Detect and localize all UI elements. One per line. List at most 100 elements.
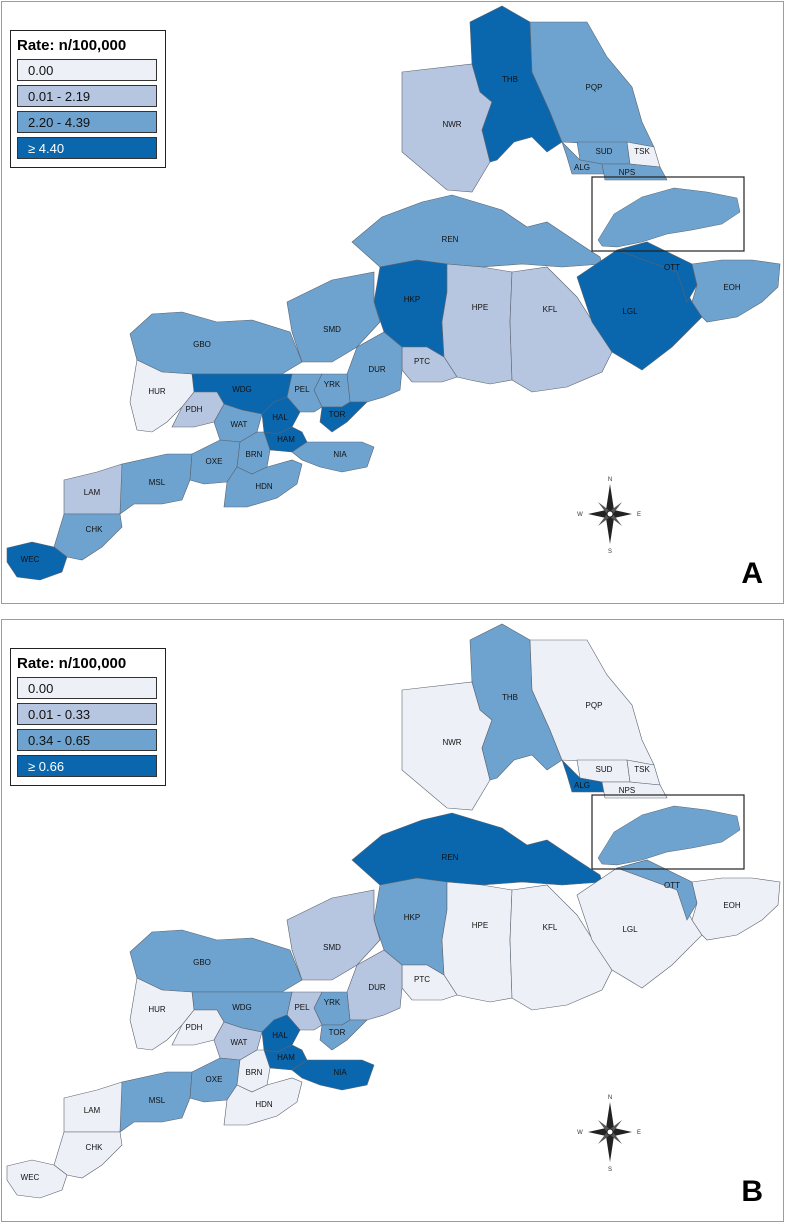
region-label-nps: NPS [619, 168, 635, 177]
region-nia [291, 1059, 375, 1091]
region-gbo [129, 311, 303, 375]
inset-southern-ontario [597, 187, 741, 248]
region-label-yrk: YRK [324, 998, 341, 1007]
region-label-nwr: NWR [442, 120, 461, 129]
region-label-hkp: HKP [404, 913, 420, 922]
legend-class-label: 2.20 - 4.39 [28, 114, 91, 130]
legend-class-3: ≥ 0.66 [17, 755, 157, 777]
region-pqp [529, 639, 655, 766]
region-label-oxe: OXE [206, 457, 223, 466]
region-label-lam: LAM [84, 1106, 101, 1115]
inset-locator-box [591, 176, 745, 252]
region-label-wec: WEC [21, 1173, 40, 1182]
compass-label-w: W [577, 1130, 583, 1136]
compass-rose-icon: N S E W [577, 477, 641, 555]
region-label-chk: CHK [86, 1143, 104, 1152]
region-label-gbo: GBO [193, 340, 211, 349]
legend-class-label: ≥ 0.66 [28, 758, 65, 774]
region-label-nwr: NWR [442, 738, 461, 747]
region-label-pel: PEL [294, 385, 310, 394]
region-label-wat: WAT [231, 420, 248, 429]
legend-title: Rate: n/100,000 [17, 37, 127, 54]
region-ptc [401, 964, 458, 1001]
region-label-alg: ALG [574, 781, 590, 790]
choropleth-map-b: NWR THB PQP SUD TSK ALG NPS REN HKP HPE KFL LGL OTT E… [6, 623, 781, 1199]
region-label-tor: TOR [329, 1028, 346, 1037]
legend-a: Rate: n/100,000 0.00 0.01 - 2.19 2.20 - … [10, 30, 166, 168]
legend-class-label: 0.00 [28, 62, 54, 78]
legend-class-label: 0.00 [28, 680, 54, 696]
legend-class-3: ≥ 4.40 [17, 137, 157, 159]
legend-class-2: 0.34 - 0.65 [17, 729, 157, 751]
compass-label-e: E [637, 512, 641, 518]
region-label-oxe: OXE [206, 1075, 223, 1084]
legend-title: Rate: n/100,000 [17, 655, 127, 672]
region-label-kfl: KFL [543, 923, 558, 932]
region-label-hpe: HPE [472, 921, 488, 930]
region-smd [286, 271, 381, 363]
region-wec [6, 1159, 68, 1199]
region-label-hal: HAL [272, 413, 288, 422]
compass-label-s: S [608, 549, 612, 555]
region-label-nia: NIA [333, 1068, 347, 1077]
region-wec [6, 541, 68, 581]
region-label-sud: SUD [596, 147, 613, 156]
region-label-smd: SMD [323, 943, 341, 952]
region-label-hal: HAL [272, 1031, 288, 1040]
region-label-ren: REN [442, 235, 459, 244]
region-tor [319, 1019, 368, 1051]
region-label-ptc: PTC [414, 357, 430, 366]
legend-class-0: 0.00 [17, 59, 157, 81]
region-nia [291, 441, 375, 473]
region-label-nia: NIA [333, 450, 347, 459]
region-label-tor: TOR [329, 410, 346, 419]
region-label-dur: DUR [368, 983, 386, 992]
region-label-hur: HUR [148, 1005, 166, 1014]
region-pqp [529, 21, 655, 148]
region-label-dur: DUR [368, 365, 386, 374]
region-label-sud: SUD [596, 765, 613, 774]
region-eoh [691, 259, 781, 323]
compass-label-n: N [608, 1095, 612, 1101]
region-kfl [509, 884, 613, 1011]
region-label-ham: HAM [277, 1053, 295, 1062]
region-gbo [129, 929, 303, 993]
region-smd [286, 889, 381, 981]
inset-locator-box [591, 794, 745, 870]
region-ren [351, 812, 603, 886]
region-label-alg: ALG [574, 163, 590, 172]
legend-class-2: 2.20 - 4.39 [17, 111, 157, 133]
compass-rose-icon: N S E W [577, 1095, 641, 1173]
region-label-tsk: TSK [634, 147, 650, 156]
region-label-smd: SMD [323, 325, 341, 334]
region-label-msl: MSL [149, 1096, 166, 1105]
panel-letter-b: B [741, 1175, 763, 1208]
region-label-thb: THB [502, 693, 518, 702]
legend-class-1: 0.01 - 2.19 [17, 85, 157, 107]
region-hur [129, 977, 195, 1051]
region-label-wdg: WDG [232, 1003, 252, 1012]
region-label-nps: NPS [619, 786, 635, 795]
legend-class-label: 0.34 - 0.65 [28, 732, 91, 748]
region-label-lam: LAM [84, 488, 101, 497]
region-hpe [441, 881, 513, 1003]
region-label-gbo: GBO [193, 958, 211, 967]
choropleth-map-a: NWR THB PQP SUD TSK ALG NPS REN HKP HPE KFL LGL OTT E… [6, 5, 781, 581]
region-label-hkp: HKP [404, 295, 420, 304]
region-label-lgl: LGL [622, 925, 638, 934]
region-chk [53, 513, 123, 561]
region-label-brn: BRN [246, 450, 263, 459]
region-label-pqp: PQP [586, 701, 603, 710]
legend-b: Rate: n/100,000 0.00 0.01 - 0.33 0.34 - … [10, 648, 166, 786]
region-label-hur: HUR [148, 387, 166, 396]
region-label-pdh: PDH [186, 405, 203, 414]
region-label-ott: OTT [664, 881, 680, 890]
region-label-wat: WAT [231, 1038, 248, 1047]
region-label-pqp: PQP [586, 83, 603, 92]
map-panel-a: NWR THB PQP SUD TSK ALG NPS REN HKP HPE KFL LGL OTT E… [1, 1, 784, 604]
region-label-chk: CHK [86, 525, 104, 534]
region-label-lgl: LGL [622, 307, 638, 316]
region-ren [351, 194, 603, 268]
panel-letter-a: A [741, 557, 763, 590]
region-label-eoh: EOH [723, 283, 741, 292]
